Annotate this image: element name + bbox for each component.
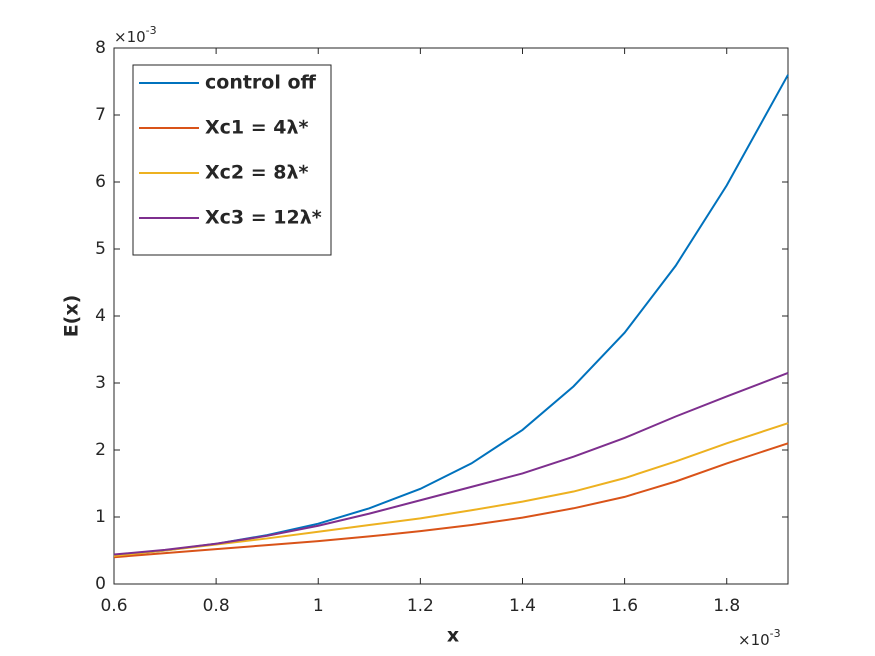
- x-tick-label: 1.2: [407, 596, 434, 616]
- x-tick-label: 1.4: [509, 596, 536, 616]
- x-tick-label: 1.6: [611, 596, 638, 616]
- x-axis-label: x: [447, 625, 459, 647]
- legend-box: [132, 64, 332, 256]
- x-multiplier-exponent: -3: [770, 627, 781, 640]
- legend-label: control off: [205, 72, 317, 94]
- y-tick-label: 0: [95, 574, 106, 594]
- y-multiplier: ×10-3: [114, 24, 157, 46]
- x-multiplier-base: ×10: [738, 631, 770, 649]
- x-multiplier: ×10-3: [738, 627, 781, 649]
- y-tick-label: 8: [95, 38, 106, 58]
- line: [113, 442, 789, 559]
- y-tick-label: 3: [95, 373, 106, 393]
- x-tick-label: 1.8: [713, 596, 740, 616]
- legend-label: Xc3 = 12λ*: [205, 207, 322, 229]
- x-tick-label: 0.6: [100, 596, 127, 616]
- legend: control off Xc1 = 4λ* Xc2 = 8λ* Xc3 = 12λ*: [132, 64, 332, 256]
- y-tick-label: 6: [95, 172, 106, 192]
- legend-label: Xc2 = 8λ*: [205, 162, 309, 184]
- y-axis-label: E(x): [61, 295, 83, 338]
- y-tick-label: 5: [95, 239, 106, 259]
- y-tick-label: 2: [95, 440, 106, 460]
- line: [113, 372, 789, 556]
- x-tick-label: 1: [313, 596, 324, 616]
- y-tick-label: 1: [95, 507, 106, 527]
- y-tick-label: 4: [95, 306, 106, 326]
- x-tick-label: 0.8: [203, 596, 230, 616]
- y-tick-label: 7: [95, 105, 106, 125]
- y-multiplier-base: ×10: [114, 28, 146, 46]
- y-multiplier-exponent: -3: [146, 24, 157, 37]
- legend-label: Xc1 = 4λ*: [205, 117, 309, 139]
